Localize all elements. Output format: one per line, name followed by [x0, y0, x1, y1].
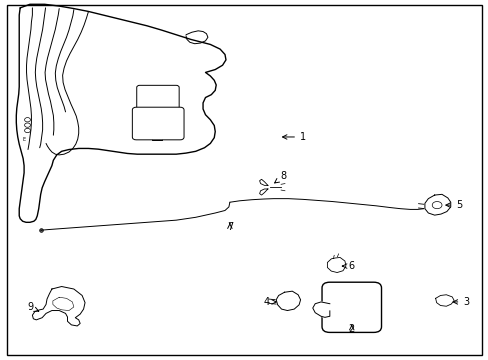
Polygon shape	[259, 179, 267, 185]
Text: 6: 6	[342, 261, 354, 271]
FancyBboxPatch shape	[137, 85, 179, 111]
Polygon shape	[32, 287, 85, 326]
Polygon shape	[327, 257, 345, 273]
Text: 9: 9	[27, 302, 39, 312]
Polygon shape	[259, 189, 267, 195]
Text: 1: 1	[282, 132, 305, 142]
Polygon shape	[276, 291, 300, 311]
Text: E: E	[22, 137, 25, 142]
Polygon shape	[312, 302, 329, 318]
Text: 5: 5	[445, 200, 461, 210]
FancyBboxPatch shape	[322, 282, 381, 332]
Polygon shape	[424, 194, 450, 215]
Text: 8: 8	[274, 171, 286, 183]
Text: 7: 7	[226, 222, 232, 231]
Text: 4: 4	[263, 297, 276, 307]
FancyBboxPatch shape	[132, 107, 183, 140]
Text: 2: 2	[348, 324, 354, 334]
Polygon shape	[435, 295, 453, 306]
Text: 3: 3	[452, 297, 468, 307]
